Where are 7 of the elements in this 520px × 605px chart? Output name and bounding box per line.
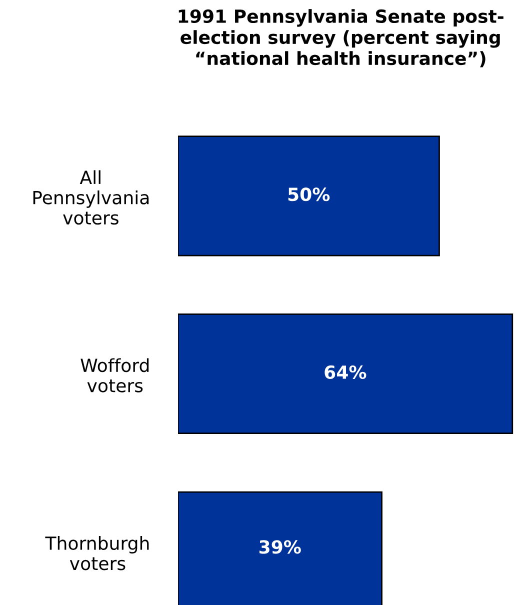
data-label: 39% <box>259 540 301 554</box>
y-tick-label: Thornburgh voters <box>45 536 149 570</box>
data-label: 64% <box>324 365 366 380</box>
y-tick-label: Wofford voters <box>80 358 149 392</box>
data-label: 50% <box>288 188 330 202</box>
y-tick-label: All Pennsylvania voters <box>33 170 149 225</box>
chart-title: 1991 Pennsylvania Senate post- election survey (percent saying “national health insurance”) <box>178 9 504 68</box>
